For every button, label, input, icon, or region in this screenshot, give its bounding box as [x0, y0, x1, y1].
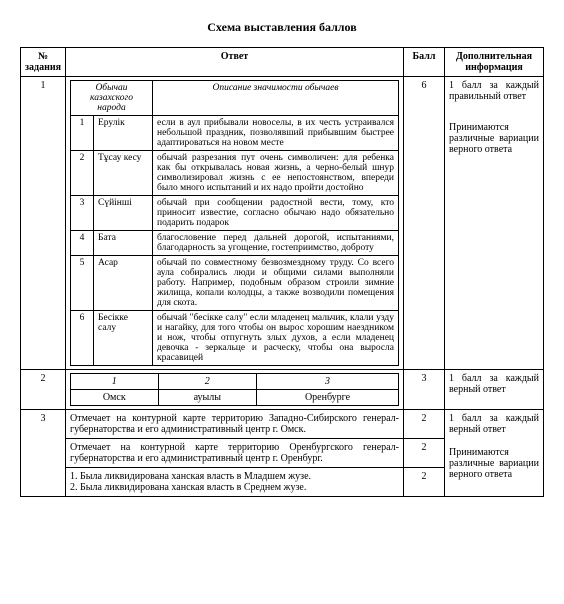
table-row: 3 Отмечает на контурной карте территорию…: [21, 410, 544, 439]
scoring-table: № задания Ответ Балл Дополнительная инфо…: [20, 47, 544, 497]
customs-row: 3Сүйіншіобычай при сообщении радостной в…: [71, 196, 399, 231]
info-text: 1 балл за каждый верный ответ: [449, 413, 539, 435]
custom-name: Бата: [94, 231, 153, 256]
task-answer: Отмечает на контурной карте территорию О…: [66, 439, 404, 468]
info-text: Принимаются различные вариации верного о…: [449, 447, 539, 480]
header-answer: Ответ: [66, 48, 404, 77]
page-title: Схема выставления баллов: [20, 20, 544, 35]
custom-desc: обычай "бесікке салу" если младенец маль…: [153, 311, 399, 366]
task-num: 2: [21, 370, 66, 410]
fill-head: 3: [257, 374, 399, 390]
row-num: 4: [71, 231, 94, 256]
task-num: 3: [21, 410, 66, 497]
custom-desc: если в аул прибывали новоселы, в их чест…: [153, 116, 399, 151]
custom-desc: благословение перед дальней дорогой, исп…: [153, 231, 399, 256]
customs-row: 2Тұсау кесуобычай разрезания пут очень с…: [71, 151, 399, 196]
table-row: 2 1 2 3 Омск ауылы Оренбурге 3 1 балл за…: [21, 370, 544, 410]
row-num: 3: [71, 196, 94, 231]
fill-cell: Оренбурге: [257, 390, 399, 406]
table-row: 1 Обычаи казахского народа Описание знач…: [21, 77, 544, 370]
custom-name: Асар: [94, 256, 153, 311]
task-ball: 3: [404, 370, 445, 410]
custom-desc: обычай разрезания пут очень символичен: …: [153, 151, 399, 196]
task-answer: Обычаи казахского народа Описание значим…: [66, 77, 404, 370]
header-num: № задания: [21, 48, 66, 77]
task-answer: 1 2 3 Омск ауылы Оренбурге: [66, 370, 404, 410]
task-info: 1 балл за каждый верный ответ Принимаютс…: [445, 410, 544, 497]
customs-row: 4Батаблагословение перед дальней дорогой…: [71, 231, 399, 256]
customs-row: 6Бесікке салуобычай "бесікке салу" если …: [71, 311, 399, 366]
task-answer: Отмечает на контурной карте территорию З…: [66, 410, 404, 439]
fill-table: 1 2 3 Омск ауылы Оренбурге: [70, 373, 399, 406]
fill-head: 2: [158, 374, 257, 390]
customs-row: 5Асаробычай по совместному безвозмездном…: [71, 256, 399, 311]
info-text: Принимаются различные вариации верного о…: [449, 122, 539, 155]
task-ball: 2: [404, 410, 445, 439]
customs-table: Обычаи казахского народа Описание значим…: [70, 80, 399, 366]
info-text: 1 балл за каждый правильный ответ: [449, 80, 539, 102]
task-info: 1 балл за каждый верный ответ: [445, 370, 544, 410]
custom-name: Бесікке салу: [94, 311, 153, 366]
task-num: 1: [21, 77, 66, 370]
header-info: Дополнительная информация: [445, 48, 544, 77]
customs-row: 1Ерулікесли в аул прибывали новоселы, в …: [71, 116, 399, 151]
custom-desc: обычай при сообщении радостной вести, то…: [153, 196, 399, 231]
fill-cell: Омск: [71, 390, 159, 406]
row-num: 5: [71, 256, 94, 311]
row-num: 1: [71, 116, 94, 151]
custom-desc: обычай по совместному безвозмездному тру…: [153, 256, 399, 311]
task-ball: 6: [404, 77, 445, 370]
task-answer: 1. Была ликвидирована ханская власть в М…: [66, 468, 404, 497]
custom-name: Тұсау кесу: [94, 151, 153, 196]
custom-name: Ерулік: [94, 116, 153, 151]
fill-cell: ауылы: [158, 390, 257, 406]
header-ball: Балл: [404, 48, 445, 77]
task-ball: 2: [404, 439, 445, 468]
custom-name: Сүйінші: [94, 196, 153, 231]
task-info: 1 балл за каждый правильный ответ Приним…: [445, 77, 544, 370]
inner-header-custom: Обычаи казахского народа: [71, 81, 153, 116]
row-num: 6: [71, 311, 94, 366]
task-ball: 2: [404, 468, 445, 497]
fill-head: 1: [71, 374, 159, 390]
inner-header-desc: Описание значимости обычаев: [153, 81, 399, 116]
row-num: 2: [71, 151, 94, 196]
